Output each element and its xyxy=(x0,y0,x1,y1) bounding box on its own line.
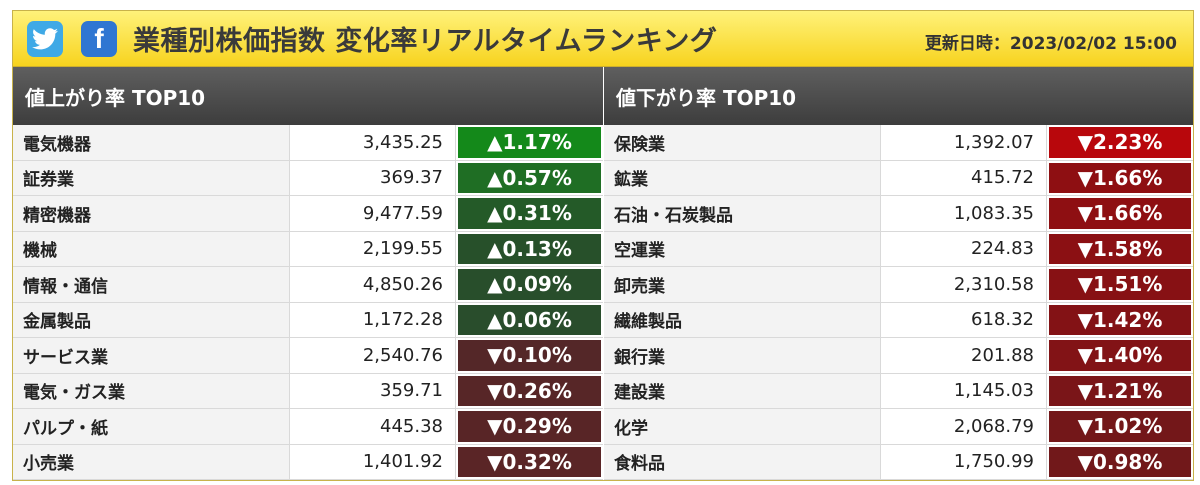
index-value: 359.71 xyxy=(290,373,456,408)
change-rate-badge: ▲1.17% xyxy=(458,127,601,158)
sector-name[interactable]: 化学 xyxy=(604,409,881,444)
change-rate-badge: ▼1.58% xyxy=(1049,233,1191,264)
table-row: 空運業 224.83 ▼1.58% xyxy=(604,231,1193,267)
change-rate-badge: ▲0.13% xyxy=(458,233,601,264)
twitter-icon[interactable] xyxy=(27,21,63,57)
change-rate-badge: ▲0.57% xyxy=(458,162,601,193)
falling-list: 保険業 1,392.07 ▼2.23% 鉱業 415.72 ▼1.66% 石油・石炭製品 1,… xyxy=(604,125,1193,480)
index-value: 1,172.28 xyxy=(290,302,456,337)
change-rate-badge: ▼1.66% xyxy=(1049,198,1191,229)
table-row: サービス業 2,540.76 ▼0.10% xyxy=(13,338,603,374)
table-row: 鉱業 415.72 ▼1.66% xyxy=(604,160,1193,196)
change-rate-badge: ▼1.42% xyxy=(1049,304,1191,335)
sector-name[interactable]: 金属製品 xyxy=(13,302,290,337)
table-row: 証券業 369.37 ▲0.57% xyxy=(13,160,603,196)
twitter-bird-glyph xyxy=(32,28,58,50)
ranking-widget: f 業種別株価指数 変化率リアルタイムランキング 更新日時：2023/02/02… xyxy=(12,10,1194,481)
index-value: 618.32 xyxy=(881,302,1047,337)
table-row: 精密機器 9,477.59 ▲0.31% xyxy=(13,196,603,232)
index-value: 445.38 xyxy=(290,409,456,444)
sector-name[interactable]: 精密機器 xyxy=(13,196,290,231)
change-rate-badge: ▼0.26% xyxy=(458,375,601,406)
facebook-glyph: f xyxy=(94,23,104,54)
index-value: 3,435.25 xyxy=(290,125,456,160)
change-rate-badge: ▼1.02% xyxy=(1049,411,1191,442)
sector-name[interactable]: 卸売業 xyxy=(604,267,881,302)
sector-name[interactable]: パルプ・紙 xyxy=(13,409,290,444)
table-row: 保険業 1,392.07 ▼2.23% xyxy=(604,125,1193,161)
change-rate-badge: ▲0.31% xyxy=(458,198,601,229)
index-value: 224.83 xyxy=(881,231,1047,266)
sector-name[interactable]: 電気・ガス業 xyxy=(13,373,290,408)
sector-name[interactable]: 鉱業 xyxy=(604,160,881,195)
index-value: 369.37 xyxy=(290,160,456,195)
table-row: 情報・通信 4,850.26 ▲0.09% xyxy=(13,267,603,303)
falling-heading: 値下がり率 TOP10 xyxy=(604,67,1193,125)
table-row: 電気機器 3,435.25 ▲1.17% xyxy=(13,125,603,161)
change-rate-badge: ▼0.32% xyxy=(458,446,601,477)
change-rate-badge: ▼1.51% xyxy=(1049,269,1191,300)
index-value: 2,199.55 xyxy=(290,231,456,266)
change-rate-badge: ▼0.98% xyxy=(1049,446,1191,477)
change-rate-badge: ▼1.40% xyxy=(1049,340,1191,371)
index-value: 2,310.58 xyxy=(881,267,1047,302)
sector-name[interactable]: 情報・通信 xyxy=(13,267,290,302)
falling-panel: 値下がり率 TOP10 保険業 1,392.07 ▼2.23% 鉱業 415.72 ▼1.… xyxy=(603,67,1193,480)
sector-name[interactable]: 保険業 xyxy=(604,125,881,160)
sector-name[interactable]: 繊維製品 xyxy=(604,302,881,337)
sector-name[interactable]: 建設業 xyxy=(604,373,881,408)
table-row: 食料品 1,750.99 ▼0.98% xyxy=(604,444,1193,480)
sector-name[interactable]: 機械 xyxy=(13,231,290,266)
table-row: 化学 2,068.79 ▼1.02% xyxy=(604,409,1193,445)
sector-name[interactable]: 食料品 xyxy=(604,444,881,479)
update-timestamp: 更新日時：2023/02/02 15:00 xyxy=(924,34,1177,54)
table-row: 金属製品 1,172.28 ▲0.06% xyxy=(13,302,603,338)
sector-name[interactable]: サービス業 xyxy=(13,338,290,373)
index-value: 2,540.76 xyxy=(290,338,456,373)
rising-panel: 値上がり率 TOP10 電気機器 3,435.25 ▲1.17% 証券業 369.37 ▲… xyxy=(13,67,603,480)
sector-name[interactable]: 証券業 xyxy=(13,160,290,195)
index-value: 201.88 xyxy=(881,338,1047,373)
index-value: 1,401.92 xyxy=(290,444,456,479)
change-rate-badge: ▼1.66% xyxy=(1049,162,1191,193)
index-value: 9,477.59 xyxy=(290,196,456,231)
change-rate-badge: ▼2.23% xyxy=(1049,127,1191,158)
sector-name[interactable]: 石油・石炭製品 xyxy=(604,196,881,231)
table-row: 石油・石炭製品 1,083.35 ▼1.66% xyxy=(604,196,1193,232)
index-value: 415.72 xyxy=(881,160,1047,195)
table-row: 卸売業 2,310.58 ▼1.51% xyxy=(604,267,1193,303)
change-rate-badge: ▼1.21% xyxy=(1049,375,1191,406)
sector-name[interactable]: 小売業 xyxy=(13,444,290,479)
table-row: 電気・ガス業 359.71 ▼0.26% xyxy=(13,373,603,409)
change-rate-badge: ▲0.09% xyxy=(458,269,601,300)
ranking-tables: 値上がり率 TOP10 電気機器 3,435.25 ▲1.17% 証券業 369.37 ▲… xyxy=(13,67,1193,480)
index-value: 1,750.99 xyxy=(881,444,1047,479)
table-row: 建設業 1,145.03 ▼1.21% xyxy=(604,373,1193,409)
sector-name[interactable]: 銀行業 xyxy=(604,338,881,373)
table-row: 銀行業 201.88 ▼1.40% xyxy=(604,338,1193,374)
facebook-icon[interactable]: f xyxy=(81,21,117,57)
table-row: 小売業 1,401.92 ▼0.32% xyxy=(13,444,603,480)
table-row: 繊維製品 618.32 ▼1.42% xyxy=(604,302,1193,338)
index-value: 1,083.35 xyxy=(881,196,1047,231)
table-row: パルプ・紙 445.38 ▼0.29% xyxy=(13,409,603,445)
index-value: 4,850.26 xyxy=(290,267,456,302)
index-value: 2,068.79 xyxy=(881,409,1047,444)
change-rate-badge: ▼0.10% xyxy=(458,340,601,371)
index-value: 1,392.07 xyxy=(881,125,1047,160)
rising-heading: 値上がり率 TOP10 xyxy=(13,67,603,125)
rising-list: 電気機器 3,435.25 ▲1.17% 証券業 369.37 ▲0.57% 精密機器 9,4… xyxy=(13,125,603,480)
table-row: 機械 2,199.55 ▲0.13% xyxy=(13,231,603,267)
sector-name[interactable]: 電気機器 xyxy=(13,125,290,160)
page-title: 業種別株価指数 変化率リアルタイムランキング xyxy=(133,26,718,57)
index-value: 1,145.03 xyxy=(881,373,1047,408)
widget-header: f 業種別株価指数 変化率リアルタイムランキング 更新日時：2023/02/02… xyxy=(13,11,1193,67)
change-rate-badge: ▲0.06% xyxy=(458,304,601,335)
sector-name[interactable]: 空運業 xyxy=(604,231,881,266)
change-rate-badge: ▼0.29% xyxy=(458,411,601,442)
